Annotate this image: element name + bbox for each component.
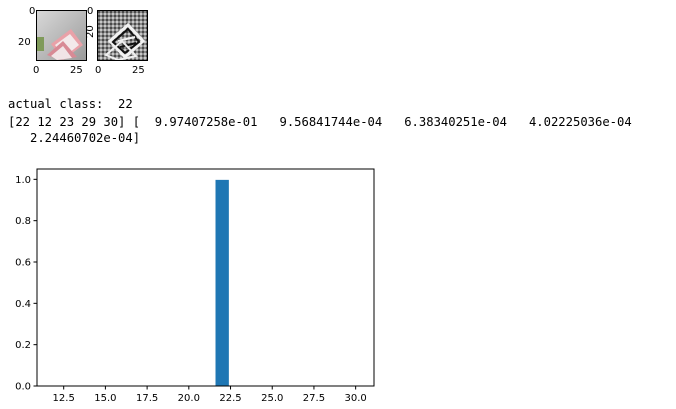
- x-tick-label: 12.5: [53, 393, 75, 404]
- left-y-tick-20: 20: [18, 37, 31, 48]
- y-tick-label: 0.0: [15, 382, 31, 393]
- x-tick-label: 27.5: [303, 393, 325, 404]
- right-x-tick-0: 0: [95, 65, 102, 76]
- right-y-tick-20: 20: [85, 25, 96, 38]
- x-tick-label: 30.0: [345, 393, 367, 404]
- y-tick-label: 0.6: [15, 258, 31, 269]
- plot-frame: [36, 168, 375, 387]
- output-top5-line-cont: 2.24460702e-04]: [8, 131, 141, 145]
- left-x-tick-0: 0: [33, 65, 40, 76]
- x-tick-label: 25.0: [261, 393, 283, 404]
- traffic-sign-image: [37, 11, 86, 60]
- output-actual-class: actual class: 22: [8, 97, 133, 111]
- bar-class-22: [215, 179, 229, 386]
- x-tick-label: 22.5: [219, 393, 241, 404]
- x-tick-label: 20.0: [178, 393, 200, 404]
- y-tick-label: 0.8: [15, 216, 31, 227]
- output-top5-line: [22 12 23 29 30] [ 9.97407258e-01 9.5684…: [8, 115, 632, 129]
- x-tick-label: 15.0: [94, 393, 116, 404]
- thumbnail-right: [97, 10, 148, 61]
- y-tick-label: 0.2: [15, 340, 31, 351]
- x-tick-label: 17.5: [136, 393, 158, 404]
- y-tick-label: 0.4: [15, 299, 31, 310]
- probability-bar-chart: 0.0 0.2 0.4 0.6 0.8 1.0 12.5 15.0 17.5 20.0 22.5 25…: [15, 168, 375, 404]
- processed-sign-image: [98, 11, 147, 60]
- y-tick-label: 1.0: [15, 175, 31, 186]
- right-y-tick-0: 0: [87, 6, 94, 17]
- left-y-tick-0: 0: [29, 6, 36, 17]
- left-x-tick-25: 25: [70, 65, 83, 76]
- thumbnail-left: [36, 10, 87, 61]
- right-x-tick-25: 25: [132, 65, 145, 76]
